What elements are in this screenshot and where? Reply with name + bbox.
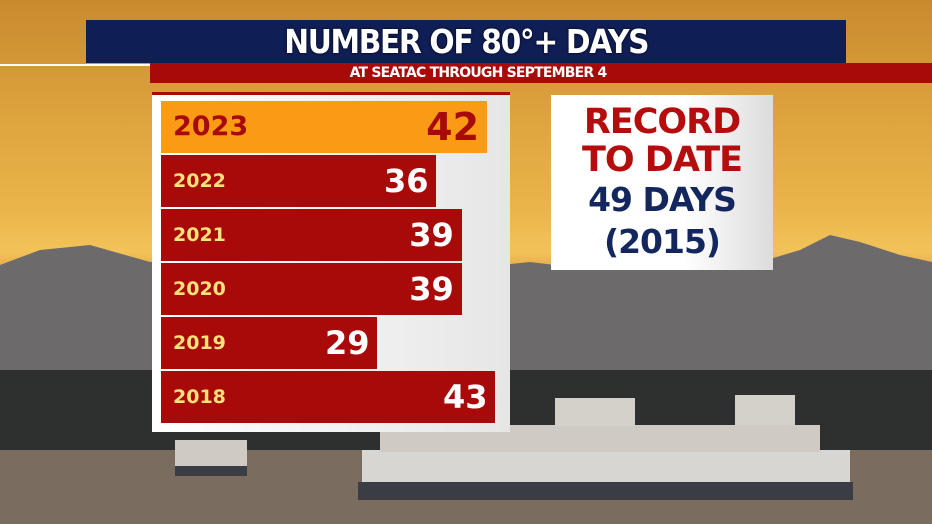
- value-label: 29: [324, 324, 370, 362]
- bar-2021: 2021 39: [161, 209, 462, 261]
- year-label: 2020: [173, 278, 226, 300]
- chart-subtitle: AT SEATAC THROUGH SEPTEMBER 4: [349, 65, 608, 81]
- bar-2023: 2023 42: [161, 101, 488, 153]
- year-label: 2021: [173, 224, 226, 246]
- record-line2: TO DATE: [581, 140, 743, 180]
- year-label: 2018: [173, 386, 226, 408]
- value-label: 39: [409, 216, 454, 254]
- ferry-large: [358, 395, 853, 500]
- bar-2020: 2020 39: [161, 263, 462, 315]
- bar-2018: 2018 43: [161, 371, 496, 423]
- value-label: 43: [442, 378, 488, 416]
- record-line1: RECORD: [583, 102, 741, 142]
- record-year: (2015): [603, 222, 721, 261]
- ferry-small: [175, 440, 247, 476]
- year-label: 2019: [173, 332, 226, 354]
- divider-line: [0, 64, 150, 66]
- subtitle-bar: AT SEATAC THROUGH SEPTEMBER 4: [150, 63, 932, 83]
- bar-2019: 2019 29: [161, 317, 378, 369]
- bar-2022: 2022 36: [161, 155, 437, 207]
- value-label: 42: [426, 105, 480, 149]
- year-label: 2022: [173, 170, 226, 192]
- value-label: 39: [409, 270, 454, 308]
- year-label: 2023: [173, 111, 249, 142]
- record-value: 49 DAYS: [588, 180, 737, 219]
- value-label: 36: [383, 162, 429, 200]
- chart-title: NUMBER OF 80°+ DAYS: [284, 22, 649, 61]
- record-box: RECORD TO DATE 49 DAYS (2015): [551, 95, 773, 270]
- title-bar: NUMBER OF 80°+ DAYS: [86, 20, 846, 63]
